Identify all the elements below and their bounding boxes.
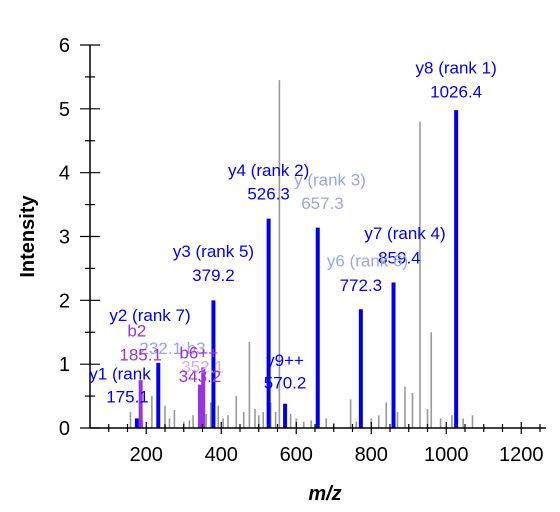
peak-annotation: 1026.4 xyxy=(430,82,482,101)
peak-annotation: y4 (rank 2) xyxy=(228,161,309,180)
x-tick-label: 400 xyxy=(205,444,238,466)
peak-annotation: 657.3 xyxy=(301,194,344,213)
x-tick-label: 800 xyxy=(355,444,388,466)
peak-annotation: y3 (rank 5) xyxy=(173,242,254,261)
peak-annotation: y1 (rank xyxy=(89,364,151,383)
y-tick-label: 6 xyxy=(59,35,70,57)
peak-annotation: 175.1 xyxy=(106,387,149,406)
unassigned-peaks xyxy=(129,80,474,428)
peak-annotation: y9++ xyxy=(266,351,304,370)
y-tick-label: 4 xyxy=(59,163,70,185)
y-ticks: 0 1 2 3 4 5 6 xyxy=(59,35,100,440)
x-tick-label: 600 xyxy=(280,444,313,466)
peak-annotation: y (rank 3) xyxy=(294,170,366,189)
peak-annotation: y7 (rank 4) xyxy=(364,224,445,243)
peak-annotation: b2 xyxy=(127,322,146,341)
peak-annotation: 379.2 xyxy=(192,266,235,285)
peak-annotation: 185.1 xyxy=(119,345,162,364)
peak-annotation: b6++ xyxy=(179,343,218,362)
peak-annotation: y8 (rank 1) xyxy=(416,59,497,78)
peak-annotations: y8 (rank 1) 1026.4 y4 (rank 2) 526.3y (rank… xyxy=(89,59,496,407)
peak-annotation: 859.4 xyxy=(378,248,421,267)
y-tick-label: 3 xyxy=(59,227,70,249)
x-tick-label: 1200 xyxy=(499,444,544,466)
assigned-peaks xyxy=(134,110,459,428)
peak-annotation: 570.2 xyxy=(264,373,307,392)
peak-annotation: 232.1 b3 xyxy=(139,339,205,358)
y-tick-label: 2 xyxy=(59,290,70,312)
y-tick-label: 1 xyxy=(59,354,70,376)
peak-annotation: 772.3 xyxy=(340,276,383,295)
peak-annotation: y2 (rank 7) xyxy=(109,306,190,325)
peak-annotation: 343.2 xyxy=(179,367,222,386)
y-tick-label: 0 xyxy=(59,418,70,440)
x-ticks: 200 400 600 800 1000 1200 xyxy=(108,422,544,466)
x-axis-title: m/z xyxy=(308,483,341,505)
y-tick-label: 5 xyxy=(59,99,70,121)
y-axis-title: Intensity xyxy=(17,195,39,278)
peak-annotation: 526.3 xyxy=(247,184,290,203)
x-tick-label: 200 xyxy=(130,444,163,466)
peak-annotation: y6 (rank 6) xyxy=(327,252,408,271)
x-tick-label: 1000 xyxy=(424,444,469,466)
peak-annotation: 352.1 xyxy=(181,357,224,376)
